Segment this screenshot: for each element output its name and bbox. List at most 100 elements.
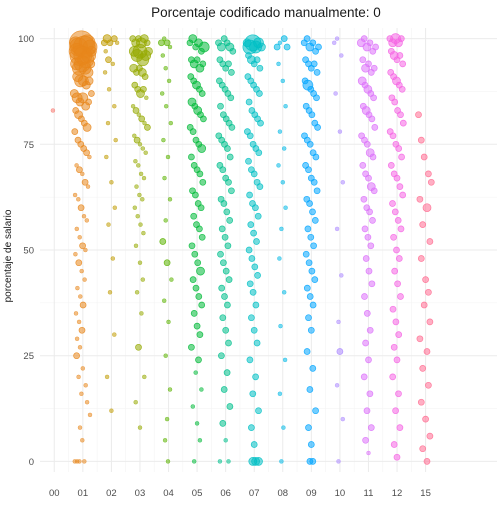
data-point <box>195 421 199 425</box>
data-point <box>390 306 396 312</box>
data-point <box>136 344 142 350</box>
data-point <box>394 454 400 460</box>
data-point <box>220 315 226 321</box>
data-point <box>307 387 313 393</box>
data-point <box>248 222 254 228</box>
data-point <box>190 129 196 135</box>
data-point <box>222 294 228 300</box>
data-point <box>392 209 398 215</box>
data-point <box>341 180 345 184</box>
data-point <box>282 290 286 294</box>
data-point <box>199 42 209 52</box>
data-point <box>366 175 372 181</box>
data-point <box>158 40 164 46</box>
data-point <box>164 104 168 108</box>
y-axis-ticks: 0 25 50 75 100 <box>18 34 34 468</box>
data-point <box>221 387 227 393</box>
data-point <box>371 65 377 71</box>
data-point <box>197 332 203 338</box>
data-point <box>166 155 170 159</box>
data-point <box>168 197 172 201</box>
x-tick-label: 05 <box>192 488 203 499</box>
data-point <box>418 137 424 143</box>
data-point <box>227 459 231 463</box>
x-tick-label: 11 <box>364 488 374 499</box>
data-point <box>279 227 283 231</box>
data-point <box>310 40 316 46</box>
data-point <box>427 239 433 245</box>
data-point <box>390 133 396 139</box>
data-point <box>253 302 259 308</box>
data-point <box>137 193 141 197</box>
data-point <box>169 278 173 282</box>
data-point <box>367 451 371 455</box>
data-point <box>199 91 205 97</box>
data-point <box>224 302 230 308</box>
data-point <box>310 365 316 371</box>
x-tick-label: 00 <box>49 488 60 499</box>
data-point <box>224 438 228 442</box>
data-point <box>399 86 405 92</box>
data-point <box>133 108 139 114</box>
data-point <box>423 204 431 212</box>
data-point <box>400 192 406 198</box>
data-point <box>226 61 232 67</box>
data-point <box>139 223 143 227</box>
data-point <box>76 260 82 266</box>
data-point <box>314 188 320 194</box>
data-point <box>391 442 397 448</box>
data-point <box>82 179 88 185</box>
data-point <box>85 77 93 85</box>
data-point <box>281 36 287 42</box>
data-point <box>363 340 369 346</box>
data-point <box>144 124 150 130</box>
data-point <box>392 268 398 274</box>
data-point <box>86 185 90 189</box>
data-point <box>134 400 138 404</box>
data-point <box>163 438 167 442</box>
y-tick-label: 100 <box>18 34 34 45</box>
data-point <box>87 155 91 159</box>
series-15 <box>416 112 435 465</box>
data-point <box>393 319 399 325</box>
data-point <box>224 209 230 215</box>
data-point <box>363 437 369 443</box>
data-point <box>337 320 341 324</box>
data-point <box>144 96 148 100</box>
y-axis-title: porcentaje de salario <box>3 209 14 302</box>
data-point <box>107 223 111 227</box>
data-point <box>247 133 253 139</box>
x-tick-label: 08 <box>277 488 288 499</box>
data-point <box>247 281 253 287</box>
series-05 <box>187 35 209 464</box>
data-point <box>193 285 199 291</box>
data-point <box>396 332 402 338</box>
data-point <box>220 260 226 266</box>
y-tick-label: 0 <box>29 457 34 468</box>
data-point <box>192 192 198 198</box>
data-point <box>197 267 205 275</box>
data-point <box>195 260 201 266</box>
data-point <box>421 302 427 308</box>
data-point <box>85 400 89 404</box>
x-axis-ticks: 00 01 02 03 04 05 06 07 08 09 10 11 12 15 <box>49 488 431 499</box>
data-point <box>191 310 197 316</box>
data-point <box>85 218 89 222</box>
data-point <box>228 188 234 194</box>
data-point <box>104 49 108 53</box>
data-point <box>191 213 197 219</box>
data-point <box>308 442 314 448</box>
data-point <box>368 425 374 431</box>
data-point <box>80 269 84 273</box>
data-point <box>87 60 95 68</box>
data-point <box>368 243 374 249</box>
data-point <box>80 438 84 442</box>
data-point <box>78 235 82 239</box>
data-point <box>277 62 281 66</box>
data-point <box>257 184 263 190</box>
data-point <box>111 62 115 66</box>
data-point <box>250 289 256 295</box>
data-point <box>341 417 345 421</box>
data-point <box>369 281 375 287</box>
